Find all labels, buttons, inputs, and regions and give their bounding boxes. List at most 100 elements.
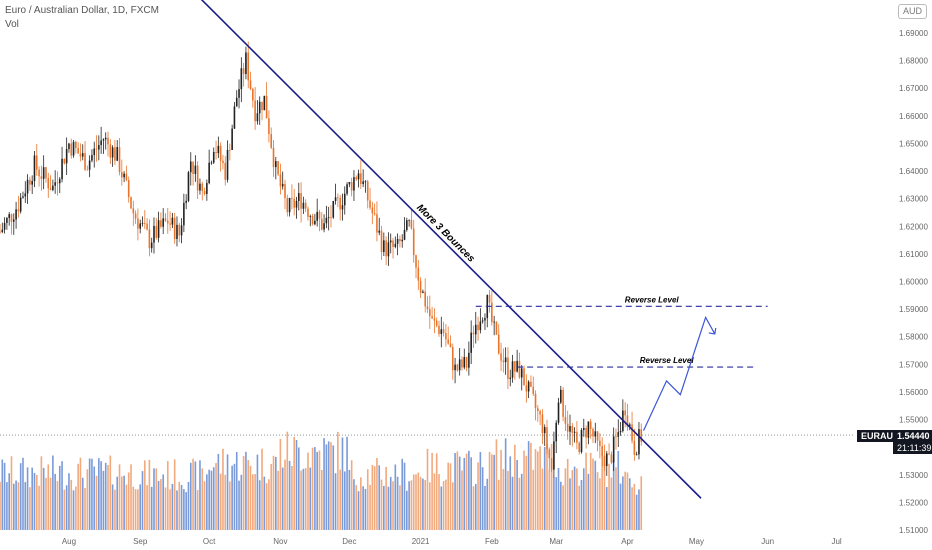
candle-body [631,424,633,441]
x-tick-label: Dec [342,537,356,546]
candle-body [555,422,558,442]
volume-bar [514,444,516,530]
volume-bar [65,485,68,530]
x-tick-label: Jun [761,537,774,546]
candle-body [599,440,601,447]
candle-body [79,153,82,157]
volume-bar [465,453,468,530]
volume-bar [189,462,192,530]
candle-body [576,431,578,443]
volume-bar [47,464,50,530]
candle-body [29,179,31,185]
volume-bar [111,484,114,530]
candle-body [49,188,52,191]
volume-bar [474,483,477,530]
currency-button[interactable]: AUD [897,4,927,19]
candle-body [192,161,194,174]
volume-bar [61,461,63,530]
candle-body [470,332,472,353]
volume-bar [206,474,208,530]
volume-bar [265,483,268,530]
candle-body [275,161,277,168]
candles [0,41,643,478]
volume-bar [615,467,617,530]
volume-bar [84,487,86,530]
volume-bar [153,468,155,530]
volume-bar [463,457,466,530]
candle-body [77,147,79,154]
volume-bar [176,490,178,530]
candle-body [178,224,181,236]
volume-bar [121,476,123,530]
candle-body [461,359,463,368]
price-axis: 1.69000 1.68000 1.67000 1.66000 1.65000 1.640… [899,29,928,535]
candle-body [385,240,387,257]
candle-body [169,223,171,225]
volume-bar [477,462,479,530]
volume-bar [383,485,385,530]
volume-bar [233,463,236,530]
candle-body [419,280,422,293]
volume-bar [75,486,77,530]
volume-bar [410,480,413,530]
volume-bar [523,450,525,530]
volume-bar [291,465,293,530]
candle-body [217,145,220,154]
volume-bar [555,477,558,530]
candle-body [38,169,40,177]
volume-bar [242,455,245,530]
candle-body [247,52,250,81]
candle-body [254,100,256,122]
candle-body [291,197,293,199]
volume-bar [573,466,576,530]
candle-body [107,137,109,145]
volume-bar [304,468,307,530]
y-tick-label: 1.69000 [899,29,928,38]
volume-bar [332,445,335,530]
volume-bar [231,465,233,530]
candle-body [339,197,341,210]
volume-bar [617,450,620,530]
volume-bar [624,471,626,530]
candle-body [320,218,323,230]
x-tick-label: Aug [62,537,76,546]
candle-body [569,426,571,432]
y-tick-label: 1.67000 [899,84,928,93]
candle-body [288,197,291,213]
volume-bar [171,484,174,530]
volume-bar [431,452,433,530]
volume-bar [178,481,181,530]
candle-body [286,198,289,213]
volume-bar [194,461,197,530]
candle-body [54,182,56,186]
volume-bar [63,489,66,530]
volume-bar [353,479,355,530]
candle-body [511,361,514,378]
volume-bar [183,489,185,530]
volume-bar [10,456,13,530]
candle-body [137,218,139,229]
candle-body [438,325,440,335]
candle-body [353,177,355,191]
volume-bar [392,481,394,530]
volume-bar [594,460,597,530]
volume-bar [325,444,328,530]
volume-bar [449,463,452,530]
volume-bar [422,478,424,530]
volume-bar [208,469,210,530]
candle-body [509,377,512,379]
candle-body [592,428,594,437]
volume-bar [518,477,521,530]
candle-body [314,220,316,225]
candle-body [224,162,227,180]
volume-bar [564,468,567,530]
candle-body [8,214,10,218]
volume-bar [580,479,583,530]
candle-body [369,200,371,208]
volume-bar [100,461,102,530]
candle-body [371,207,374,214]
volume-label: Vol [5,19,19,30]
volume-bar [323,438,325,530]
volume-bar [357,491,360,530]
